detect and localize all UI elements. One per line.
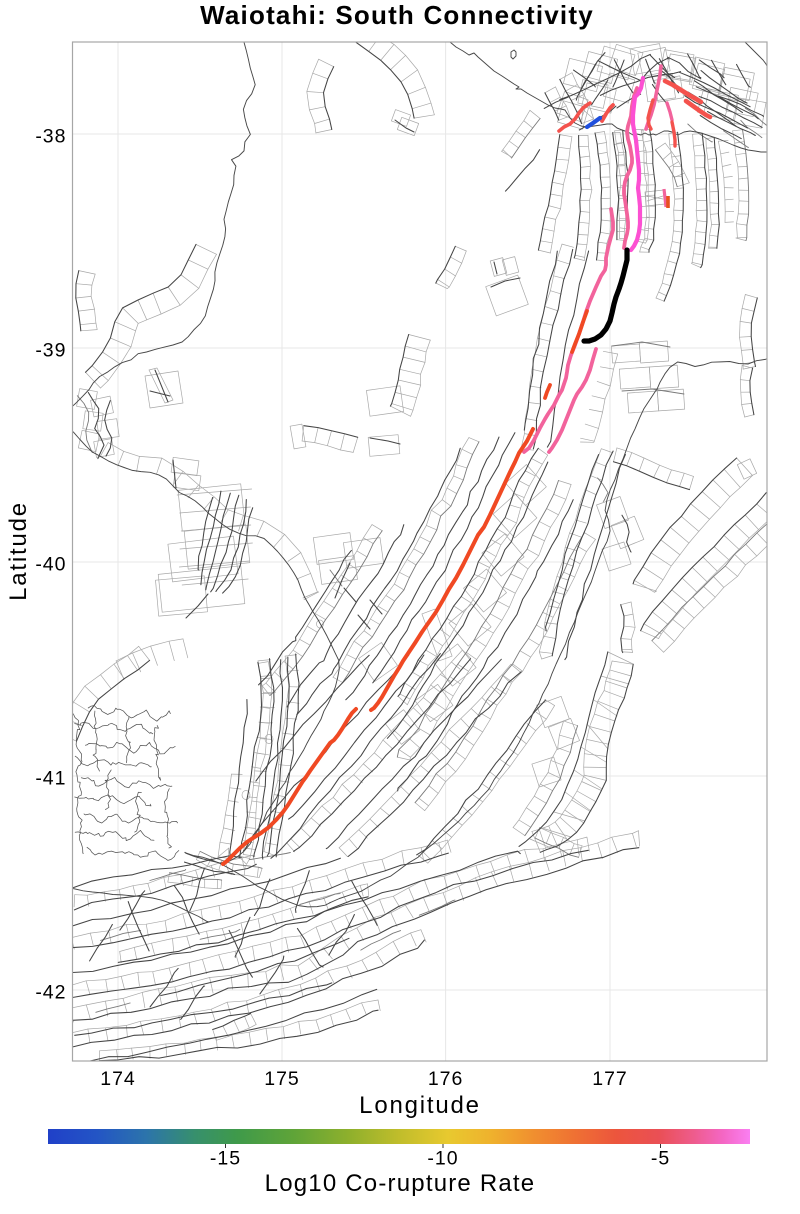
svg-text:-40: -40: [35, 554, 66, 576]
svg-text:Waiotahi: South Connectivity: Waiotahi: South Connectivity: [200, 0, 594, 30]
svg-text:175: 175: [264, 1068, 300, 1090]
svg-text:-38: -38: [35, 126, 66, 148]
svg-text:-10: -10: [427, 1148, 458, 1170]
svg-text:-15: -15: [210, 1148, 241, 1170]
svg-text:-42: -42: [35, 982, 66, 1004]
svg-text:Log10 Co-rupture Rate: Log10 Co-rupture Rate: [265, 1170, 536, 1197]
svg-text:-39: -39: [35, 340, 66, 362]
svg-text:Longitude: Longitude: [359, 1092, 481, 1119]
svg-text:Latitude: Latitude: [5, 501, 32, 601]
svg-text:177: 177: [592, 1068, 628, 1090]
svg-text:-5: -5: [651, 1148, 670, 1170]
svg-text:176: 176: [428, 1068, 464, 1090]
svg-text:-41: -41: [35, 768, 66, 790]
svg-text:174: 174: [100, 1068, 136, 1090]
